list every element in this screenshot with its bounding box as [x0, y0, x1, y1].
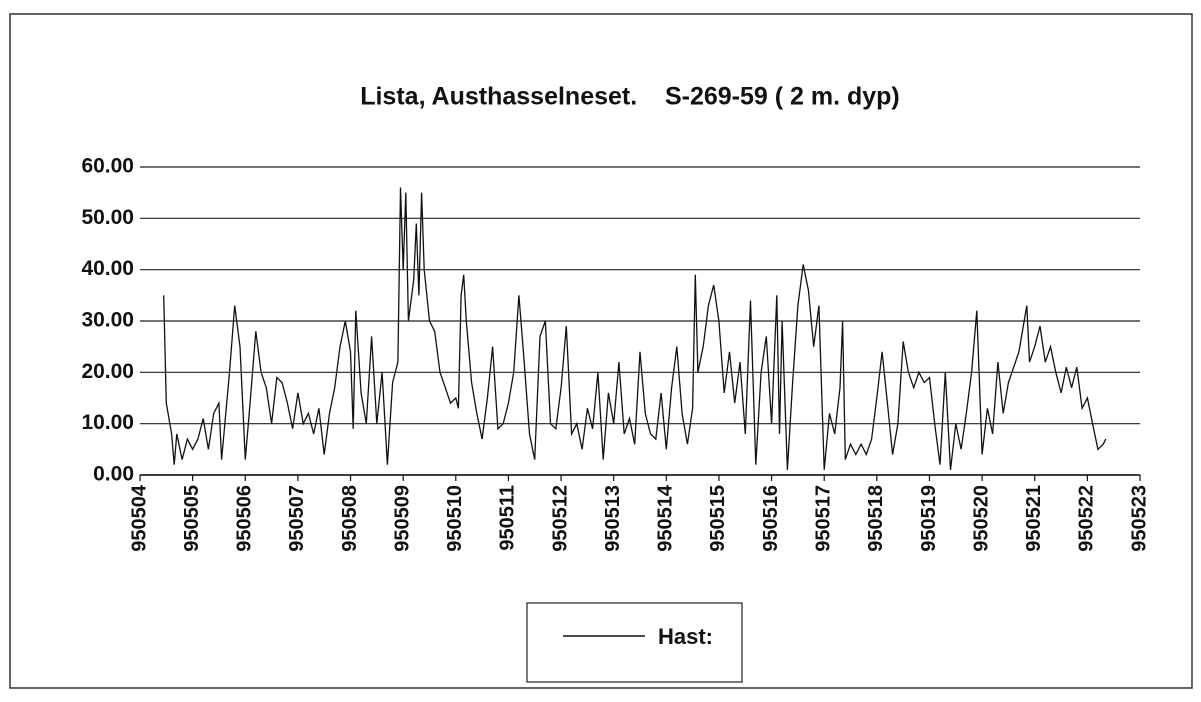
- x-tick-label: 950504: [128, 484, 150, 552]
- legend-label: Hast:: [658, 624, 713, 649]
- x-tick-label: 950516: [760, 485, 782, 552]
- x-tick-label: 950514: [655, 484, 677, 552]
- x-tick-label: 950507: [286, 485, 308, 552]
- y-tick-label: 20.00: [81, 360, 134, 383]
- y-tick-label: 0.00: [93, 463, 134, 486]
- x-tick-label: 950512: [549, 485, 571, 552]
- x-tick-label: 950509: [391, 485, 413, 552]
- x-tick-label: 950515: [707, 485, 729, 552]
- x-tick-label: 950518: [865, 485, 887, 552]
- x-tick-label: 950517: [812, 485, 834, 552]
- x-tick-label: 950510: [444, 485, 466, 552]
- y-tick-label: 40.00: [81, 257, 134, 280]
- legend-box: [526, 602, 743, 683]
- x-tick-label: 950508: [339, 485, 361, 552]
- y-tick-label: 60.00: [81, 155, 134, 178]
- chart-border: [9, 13, 1193, 689]
- x-tick-label: 950506: [234, 485, 256, 552]
- x-tick-label: 950522: [1076, 485, 1098, 552]
- x-tick-label: 950505: [181, 485, 203, 552]
- x-tick-label: 950519: [918, 485, 940, 552]
- x-tick-label: 950520: [970, 485, 992, 552]
- x-tick-label: 950521: [1023, 485, 1045, 552]
- y-tick-label: 10.00: [81, 411, 134, 434]
- x-tick-label: 950511: [497, 485, 519, 551]
- x-tick-label: 950523: [1128, 485, 1150, 552]
- data-line: [163, 187, 1107, 470]
- y-tick-label: 30.00: [81, 309, 134, 332]
- chart-title: Lista, Austhasselneset. S-269-59 ( 2 m. …: [360, 83, 900, 111]
- y-tick-label: 50.00: [81, 206, 134, 229]
- x-tick-label: 950513: [602, 485, 624, 552]
